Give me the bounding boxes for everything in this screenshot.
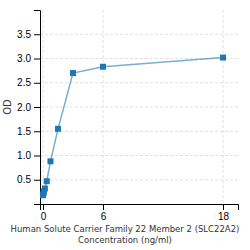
y-grid-line bbox=[40, 107, 238, 108]
x-tick-label: 18 bbox=[218, 211, 230, 222]
y-tick-label: 1.0 bbox=[17, 150, 31, 161]
x-tick: 6 bbox=[101, 204, 107, 222]
marker bbox=[42, 185, 48, 191]
y-tick-label: 1.5 bbox=[17, 126, 31, 137]
y-axis-title: OD bbox=[2, 99, 13, 115]
y-tick-label: 2.5 bbox=[17, 77, 31, 88]
y-grid-line bbox=[40, 34, 238, 35]
chart: 0 6 18 0.5 1.0 1.5 2.0 2.5 3.0 3.5 Human Solute Ca… bbox=[0, 0, 250, 250]
y-axis-line bbox=[34, 11, 41, 205]
marker bbox=[55, 126, 61, 132]
x-tick-label: 6 bbox=[101, 211, 107, 222]
x-tick-label: 0 bbox=[41, 211, 47, 222]
marker bbox=[100, 64, 106, 70]
x-grid-line bbox=[103, 10, 104, 204]
x-grid-line bbox=[223, 10, 224, 204]
x-grid-line bbox=[43, 10, 44, 204]
x-axis-line bbox=[41, 205, 239, 211]
y-tick-mark bbox=[34, 83, 40, 84]
y-tick-mark bbox=[34, 107, 40, 108]
y-tick: 3.0 bbox=[17, 53, 40, 64]
x-axis-title: Human Solute Carrier Family 22 Member 2 … bbox=[11, 224, 240, 234]
y-tick-label: 0.5 bbox=[17, 174, 31, 185]
grid bbox=[40, 10, 238, 204]
y-tick: 2.0 bbox=[17, 102, 40, 113]
y-grid-line bbox=[40, 131, 238, 132]
plot: 0 6 18 0.5 1.0 1.5 2.0 2.5 3.0 3.5 bbox=[17, 10, 238, 222]
y-grid-line bbox=[40, 155, 238, 156]
x-tick-mark bbox=[223, 204, 224, 210]
x-tick: 18 bbox=[218, 204, 230, 222]
y-grid-line bbox=[40, 179, 238, 180]
series bbox=[40, 55, 226, 199]
y-tick-mark bbox=[34, 131, 40, 132]
x-tick-mark bbox=[103, 204, 104, 210]
y-tick-label: 3.5 bbox=[17, 29, 31, 40]
x-axis-title: Concentration (ng/ml) bbox=[78, 235, 172, 245]
marker bbox=[48, 158, 54, 164]
y-tick-label: 3.0 bbox=[17, 53, 31, 64]
marker bbox=[70, 70, 76, 76]
x-label: Human Solute Carrier Family 22 Member 2 … bbox=[11, 224, 240, 245]
y-tick-mark bbox=[34, 59, 40, 60]
line bbox=[43, 58, 223, 196]
y-tick-mark bbox=[34, 34, 40, 35]
y-tick-mark bbox=[34, 156, 40, 157]
y-tick: 2.5 bbox=[17, 77, 40, 88]
x-tick: 0 bbox=[41, 204, 47, 222]
y-tick-label: 2.0 bbox=[17, 102, 31, 113]
y-tick: 3.5 bbox=[17, 29, 40, 40]
y-tick: 1.0 bbox=[17, 150, 40, 161]
y-tick-mark bbox=[34, 180, 40, 181]
y-tick: 0.5 bbox=[17, 174, 40, 185]
marker bbox=[220, 55, 226, 61]
y-axis: 0.5 1.0 1.5 2.0 2.5 3.0 3.5 bbox=[17, 11, 40, 205]
y-tick: 1.5 bbox=[17, 126, 40, 137]
marker bbox=[44, 178, 50, 184]
x-axis: 0 6 18 bbox=[41, 204, 239, 222]
x-tick-mark bbox=[43, 204, 44, 210]
